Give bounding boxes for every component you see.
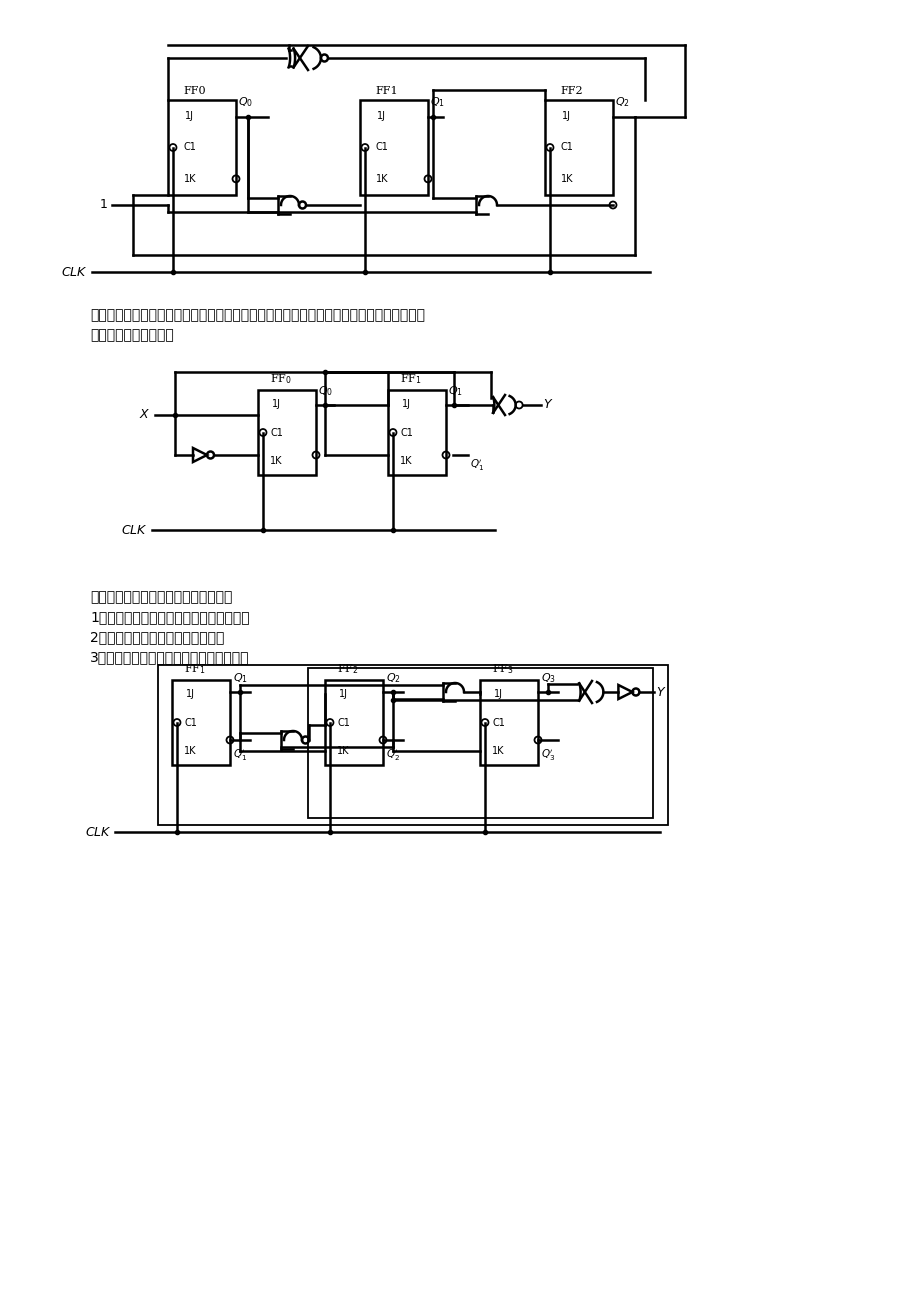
Text: $Q_1$: $Q_1$ [448, 384, 462, 398]
Text: C1: C1 [183, 142, 196, 152]
Bar [544, 100, 612, 195]
Bar [324, 680, 382, 766]
Text: C1: C1 [375, 142, 388, 152]
Text: $CLK$: $CLK$ [121, 523, 148, 536]
Text: 1J: 1J [377, 111, 386, 121]
Text: 四、试写出下图所示时序电路的驱动方程、状态方程和输出方程，画出电路的状态转换图并: 四、试写出下图所示时序电路的驱动方程、状态方程和输出方程，画出电路的状态转换图并 [90, 309, 425, 322]
Text: $Q_3'$: $Q_3'$ [540, 749, 555, 763]
Bar [308, 668, 652, 818]
Text: C1: C1 [492, 717, 505, 728]
Bar [480, 680, 538, 766]
Text: FF$_3$: FF$_3$ [492, 663, 514, 676]
Text: $Q_1'$: $Q_1'$ [233, 749, 247, 763]
Text: FF$_2$: FF$_2$ [337, 663, 358, 676]
Text: $Q_1$: $Q_1$ [429, 95, 445, 109]
Text: FF$_0$: FF$_0$ [270, 372, 292, 385]
Text: 1K: 1K [492, 746, 505, 755]
Text: $CLK$: $CLK$ [85, 825, 112, 838]
Bar [158, 665, 667, 825]
Text: FF$_1$: FF$_1$ [400, 372, 422, 385]
Text: 1J: 1J [562, 111, 571, 121]
Text: $Q_2$: $Q_2$ [614, 95, 630, 109]
Text: $Q_2$: $Q_2$ [386, 672, 401, 685]
Text: 1K: 1K [560, 174, 573, 184]
Text: 1K: 1K [270, 456, 282, 466]
Text: C1: C1 [184, 717, 197, 728]
Text: 五、分析下图电路的逻辑功能，要求：: 五、分析下图电路的逻辑功能，要求： [90, 590, 233, 604]
Bar [388, 391, 446, 475]
Text: C1: C1 [336, 717, 349, 728]
Text: 1K: 1K [337, 746, 349, 755]
Text: 1J: 1J [339, 690, 347, 699]
Text: $Q_2'$: $Q_2'$ [386, 749, 400, 763]
Text: 1J: 1J [494, 690, 503, 699]
Text: 1J: 1J [272, 400, 281, 409]
Bar [172, 680, 230, 766]
Text: 1、写出驱动方程、状态方程、输出方程；: 1、写出驱动方程、状态方程、输出方程； [90, 611, 249, 624]
Text: 1K: 1K [375, 174, 388, 184]
Text: $X$: $X$ [139, 409, 150, 422]
Text: FF2: FF2 [561, 86, 583, 96]
Text: C1: C1 [270, 427, 283, 437]
Text: 3、分析此电路功能，并判断能否自启动。: 3、分析此电路功能，并判断能否自启动。 [90, 650, 249, 664]
Text: $Q_0$: $Q_0$ [238, 95, 253, 109]
Bar [257, 391, 315, 475]
Text: 1J: 1J [185, 111, 194, 121]
Bar [168, 100, 236, 195]
Text: $Q_3$: $Q_3$ [540, 672, 555, 685]
Text: $Y$: $Y$ [542, 398, 552, 411]
Text: 1K: 1K [184, 746, 197, 755]
Text: C1: C1 [560, 142, 573, 152]
Text: 1K: 1K [400, 456, 413, 466]
Text: 1K: 1K [183, 174, 196, 184]
Text: $Q_1$: $Q_1$ [233, 672, 248, 685]
Text: $Y$: $Y$ [655, 685, 666, 698]
Text: 分析电路的逻辑功能。: 分析电路的逻辑功能。 [90, 328, 174, 342]
Text: 2、写出状态转换图（或转换表）；: 2、写出状态转换图（或转换表）； [90, 630, 224, 644]
Text: $CLK$: $CLK$ [62, 266, 88, 279]
Text: FF$_1$: FF$_1$ [184, 663, 206, 676]
Bar [359, 100, 427, 195]
Text: FF0: FF0 [184, 86, 206, 96]
Text: C1: C1 [400, 427, 413, 437]
Text: FF1: FF1 [376, 86, 398, 96]
Text: $Q_1'$: $Q_1'$ [470, 458, 483, 474]
Text: 1: 1 [100, 198, 108, 211]
Text: $Q_0$: $Q_0$ [318, 384, 333, 398]
Text: 1J: 1J [402, 400, 411, 409]
Text: 1J: 1J [186, 690, 195, 699]
